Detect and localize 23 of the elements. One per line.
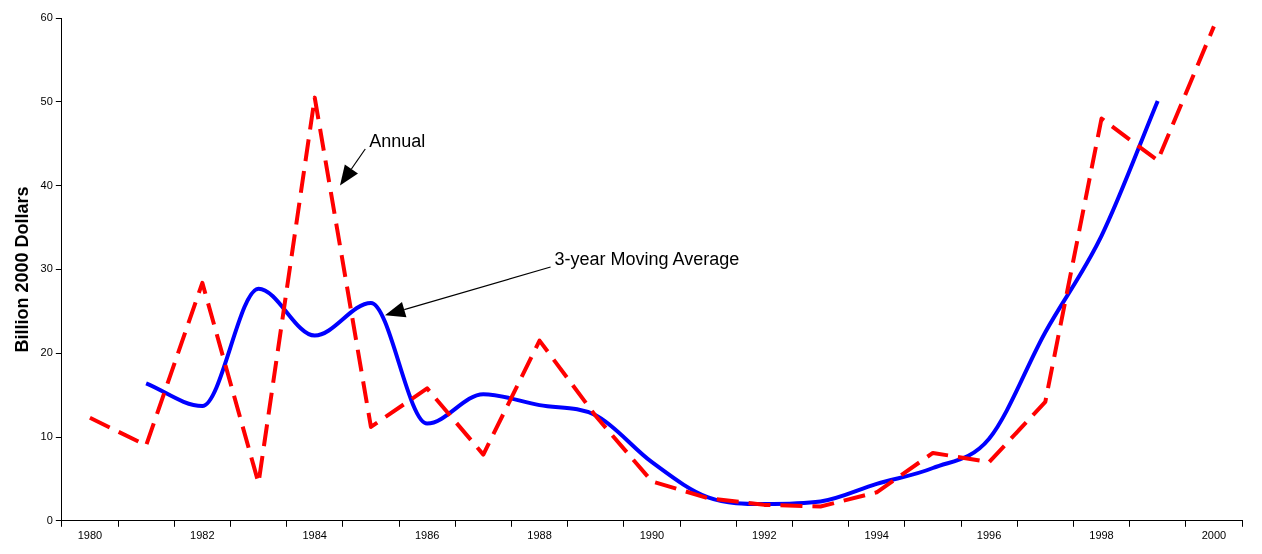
x-tick-label: 1996: [976, 529, 1002, 542]
x-tick-label: 1988: [527, 529, 552, 542]
x-tick-label: 1992: [752, 529, 777, 542]
x-tick-label: 1998: [1089, 529, 1114, 542]
annotation: Annual: [369, 130, 426, 153]
y-tick-label: 60: [40, 11, 53, 24]
line-series: [144, 98, 1160, 507]
line-series: [87, 24, 1216, 509]
y-tick-label: 10: [40, 430, 53, 443]
x-tick-label: 2000: [1201, 529, 1227, 542]
x-tick-label: 1982: [190, 529, 215, 542]
y-tick-label: 0: [46, 513, 53, 526]
y-tick-label: 50: [40, 94, 53, 107]
y-tick-label: 20: [40, 346, 53, 359]
y-axis-title: Billion 2000 Dollars: [11, 186, 32, 353]
annotation: 3-year Moving Average: [554, 248, 740, 271]
x-tick-label: 1984: [302, 529, 327, 542]
y-tick-label: 30: [40, 262, 53, 275]
x-tick-label: 1990: [639, 529, 665, 542]
x-tick-label: 1980: [77, 529, 103, 542]
x-tick-label: 1994: [864, 529, 889, 542]
x-tick-label: 1986: [414, 529, 440, 542]
y-tick-label: 40: [40, 178, 53, 191]
